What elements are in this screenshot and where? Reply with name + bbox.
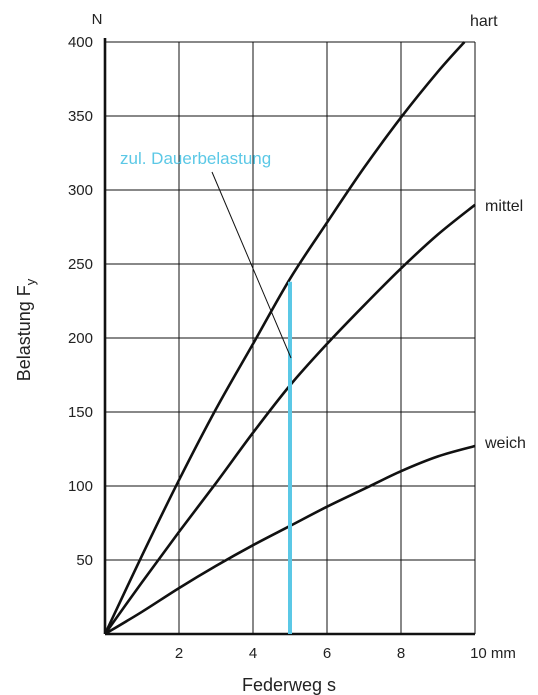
y-tick-label: 50 (76, 552, 93, 569)
x-tick-label: 10 mm (470, 645, 516, 662)
y-tick-label: 100 (68, 478, 93, 495)
y-axis-title: Belastung Fy (14, 278, 38, 381)
y-axis-title-subscript: y (23, 278, 38, 285)
y-tick-label: 250 (68, 256, 93, 273)
y-tick-label: 400 (68, 34, 93, 51)
y-tick-label: 200 (68, 330, 93, 347)
x-tick-label: 6 (323, 645, 331, 662)
x-tick-label: 2 (175, 645, 183, 662)
series-label-mittel: mittel (485, 198, 523, 215)
y-axis-title-main: Belastung F (14, 285, 34, 381)
annotation-leader-line (211, 171, 292, 359)
series-label-weich: weich (484, 435, 526, 452)
y-tick-label: 350 (68, 108, 93, 125)
x-tick-label: 8 (397, 645, 405, 662)
x-axis-title: Federweg s (242, 675, 336, 695)
y-tick-label: 150 (68, 404, 93, 421)
series-label-hart: hart (470, 13, 498, 30)
y-tick-label: 300 (68, 182, 93, 199)
y-unit-label: N (92, 11, 103, 28)
annotation-label: zul. Dauerbelastung (120, 149, 271, 168)
series-group: hart mittel weich (103, 13, 526, 636)
x-tick-label: 4 (249, 645, 257, 662)
annotation-group: zul. Dauerbelastung (120, 149, 292, 634)
series-line-hart (103, 41, 466, 635)
tick-labels: 2 4 6 8 10 mm 50 100 150 200 250 300 350 400 (68, 34, 516, 662)
